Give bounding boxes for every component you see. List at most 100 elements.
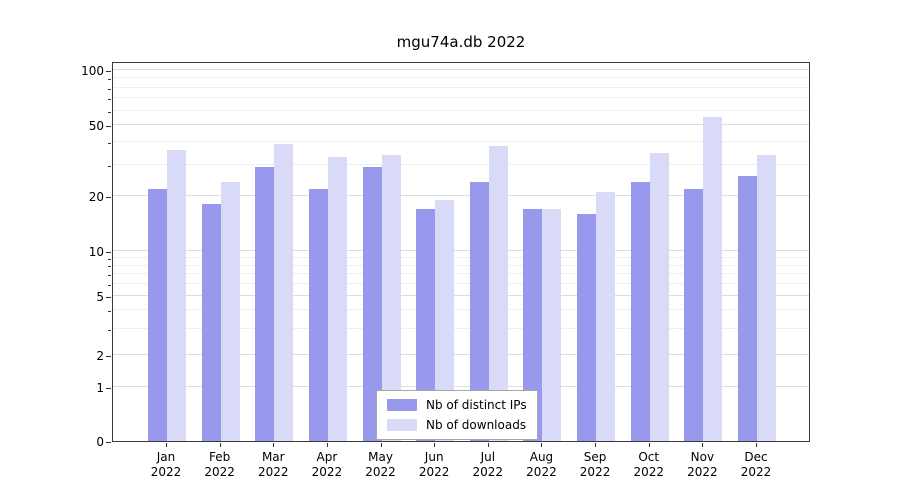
x-tick-label: Jan 2022	[150, 450, 182, 479]
bar-downloads-nov	[703, 117, 723, 441]
major-gridline	[113, 124, 809, 125]
x-tick-label: Nov 2022	[687, 450, 718, 479]
bar-downloads-aug	[542, 208, 562, 441]
y-minor-tick-mark	[108, 79, 111, 81]
y-minor-tick-mark	[108, 165, 111, 167]
x-tick-label: Sep 2022	[579, 450, 611, 479]
legend-item-distinct-ips: Nb of distinct IPs	[387, 398, 527, 412]
x-tick-label: Dec 2022	[740, 450, 772, 479]
x-tick-mark	[702, 443, 704, 447]
minor-gridline	[113, 273, 809, 275]
x-tick-label: Aug 2022	[526, 450, 557, 479]
y-tick-mark	[106, 388, 111, 389]
y-minor-tick-mark	[108, 258, 111, 260]
x-tick-label: Apr 2022	[311, 450, 343, 479]
minor-gridline	[113, 256, 809, 258]
y-tick-label: 2	[96, 349, 104, 363]
y-tick-label: 10	[88, 245, 104, 259]
x-tick-mark	[541, 443, 543, 447]
y-tick-mark	[106, 197, 111, 198]
y-tick-label: 5	[96, 290, 104, 304]
y-minor-tick-mark	[108, 99, 111, 101]
bar-downloads-apr	[327, 157, 347, 441]
bar-downloads-feb	[220, 181, 240, 441]
y-minor-tick-mark	[108, 143, 111, 145]
bar-downloads-sep	[596, 192, 616, 441]
y-tick-mark	[106, 442, 111, 443]
bar-ips-mar	[255, 167, 275, 441]
y-tick-label: 50	[88, 119, 104, 133]
major-gridline	[113, 195, 809, 196]
bar-ips-jun	[416, 208, 436, 441]
x-tick-mark	[219, 443, 221, 447]
minor-gridline	[113, 283, 809, 285]
minor-gridline	[113, 86, 809, 88]
y-tick-mark	[106, 71, 111, 72]
y-minor-tick-mark	[108, 111, 111, 113]
major-gridline	[113, 354, 809, 355]
x-tick-mark	[434, 443, 436, 447]
bar-downloads-may	[381, 154, 401, 441]
x-tick-label: Mar 2022	[257, 450, 289, 479]
y-tick-mark	[106, 356, 111, 357]
x-tick-label: Jul 2022	[472, 450, 504, 479]
x-tick-label: Feb 2022	[204, 450, 235, 479]
x-tick-mark	[273, 443, 275, 447]
x-tick-mark	[756, 443, 757, 447]
x-tick-mark	[380, 443, 382, 447]
y-tick-mark	[106, 126, 111, 127]
y-minor-tick-mark	[108, 275, 111, 277]
bar-downloads-oct	[649, 152, 669, 441]
bar-downloads-mar	[274, 144, 294, 441]
y-minor-tick-mark	[108, 88, 111, 90]
bar-ips-may	[362, 167, 382, 441]
y-tick-label: 1	[96, 381, 104, 395]
bar-downloads-jan	[167, 150, 186, 441]
minor-gridline	[113, 97, 809, 99]
legend-swatch-distinct-ips	[387, 399, 417, 411]
minor-gridline	[113, 77, 809, 79]
minor-gridline	[113, 309, 809, 311]
x-tick-mark	[648, 443, 650, 447]
bar-ips-feb	[201, 204, 221, 441]
minor-gridline	[113, 327, 809, 329]
bar-ips-nov	[684, 188, 704, 441]
bar-ips-dec	[738, 175, 757, 441]
x-tick-mark	[326, 443, 328, 447]
minor-gridline	[113, 141, 809, 143]
major-gridline	[113, 69, 809, 70]
x-tick-label: Oct 2022	[633, 450, 664, 479]
y-tick-label: 20	[88, 190, 104, 204]
y-tick-mark	[106, 297, 111, 298]
x-tick-mark	[487, 443, 489, 447]
x-tick-mark	[166, 443, 167, 447]
chart-title: mgu74a.db 2022	[396, 33, 526, 51]
bar-downloads-dec	[757, 154, 776, 441]
bar-downloads-jul	[488, 146, 508, 441]
bar-ips-oct	[630, 181, 650, 441]
y-minor-tick-mark	[108, 329, 111, 331]
y-tick-label: 100	[81, 64, 104, 78]
x-tick-label: May 2022	[365, 450, 396, 479]
legend-swatch-downloads	[387, 419, 417, 431]
x-tick-mark	[595, 443, 597, 447]
major-gridline	[113, 295, 809, 296]
y-minor-tick-mark	[108, 266, 111, 268]
y-tick-label: 0	[96, 435, 104, 449]
bar-ips-jul	[469, 181, 489, 441]
x-tick-label: Jun 2022	[418, 450, 450, 479]
major-gridline	[113, 250, 809, 251]
y-tick-mark	[106, 252, 111, 253]
legend: Nb of distinct IPs Nb of downloads	[376, 390, 538, 440]
minor-gridline	[113, 109, 809, 111]
major-gridline	[113, 386, 809, 387]
plot-area: Nb of distinct IPs Nb of downloads	[112, 62, 810, 442]
legend-label-downloads: Nb of downloads	[426, 418, 527, 432]
bar-ips-apr	[308, 188, 328, 441]
y-minor-tick-mark	[108, 285, 111, 287]
bar-ips-sep	[577, 213, 597, 441]
legend-item-downloads: Nb of downloads	[387, 418, 526, 432]
bar-ips-jan	[148, 188, 167, 441]
bar-ips-aug	[523, 208, 543, 441]
